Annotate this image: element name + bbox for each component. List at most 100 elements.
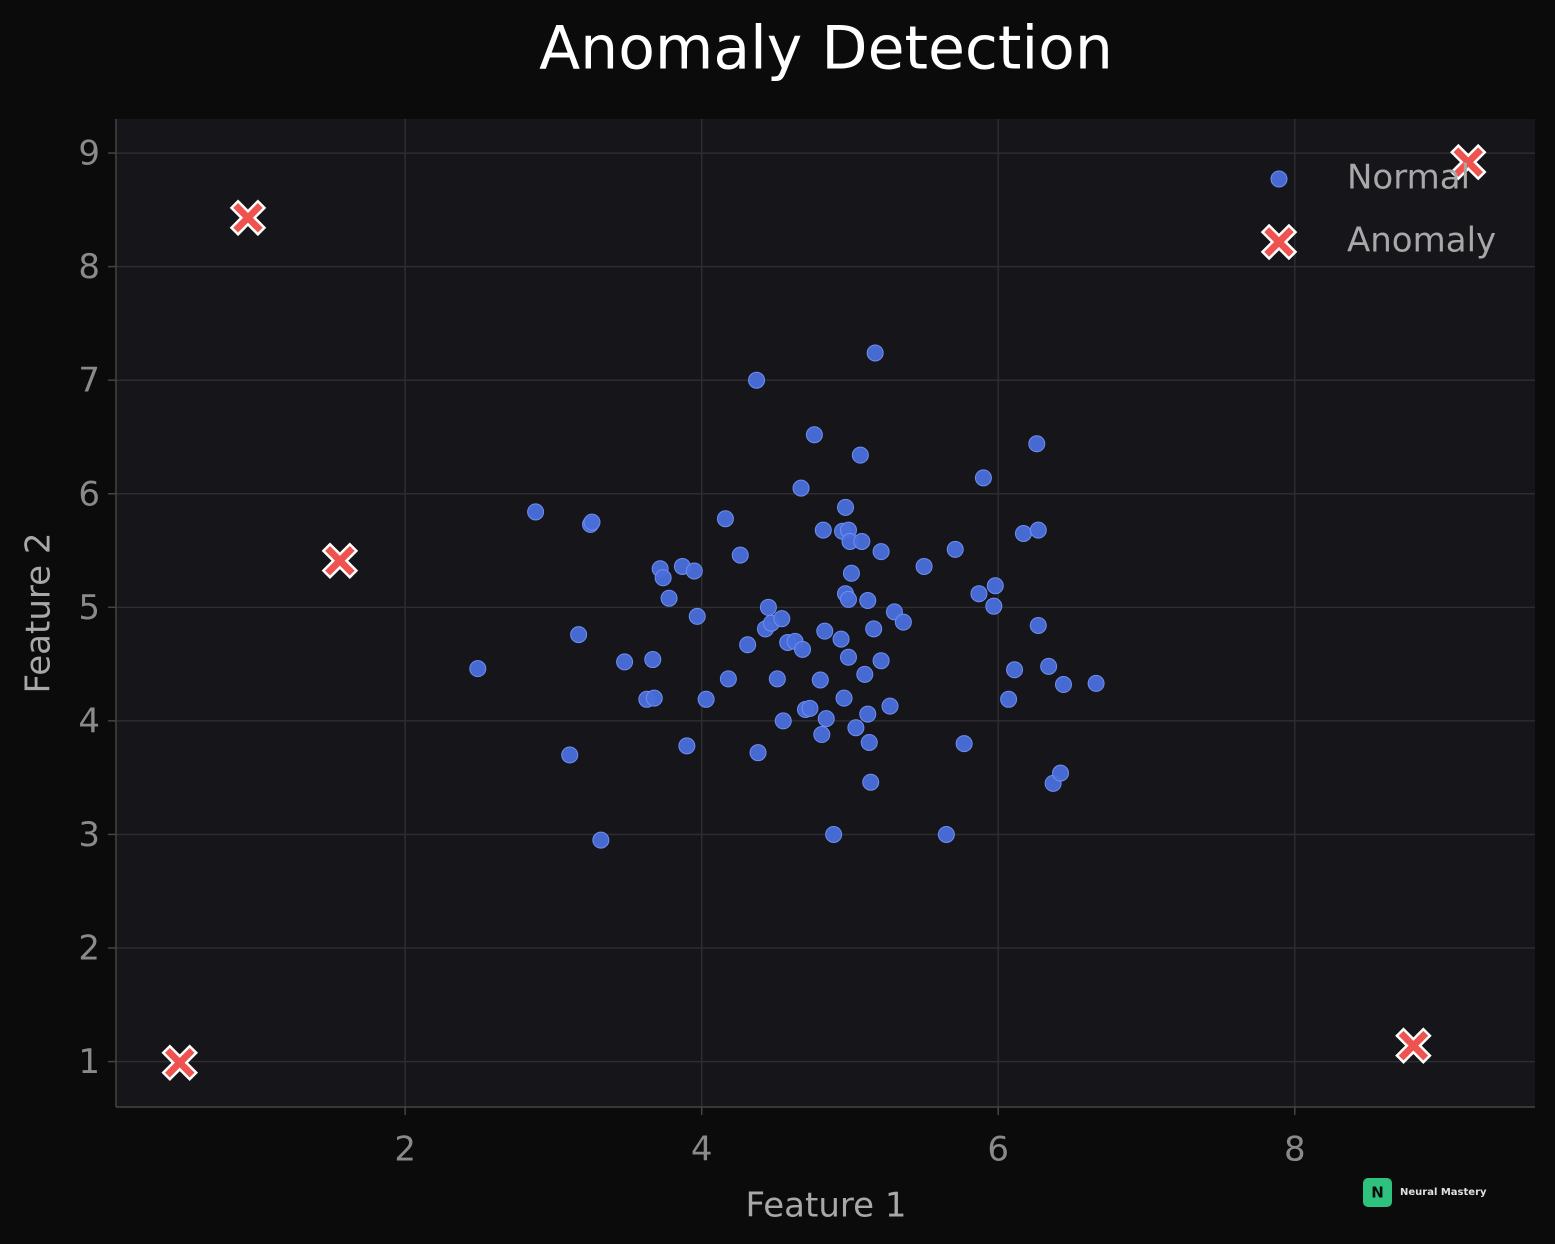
normal-point: [749, 744, 767, 762]
anomaly-point: [1450, 143, 1487, 181]
normal-point: [583, 513, 601, 531]
normal-point: [654, 569, 672, 587]
x-axis-label: Feature 1: [746, 1186, 907, 1226]
normal-point: [915, 557, 933, 575]
normal-point: [832, 630, 850, 648]
normal-point: [801, 699, 819, 717]
x-tick-label: 4: [691, 1130, 713, 1170]
normal-point: [616, 653, 634, 671]
legend-label: Normal: [1347, 158, 1470, 198]
y-tick-label: 4: [78, 701, 100, 741]
y-tick-label: 9: [78, 134, 100, 174]
normal-point: [872, 543, 890, 561]
normal-point: [527, 503, 545, 521]
normal-point: [748, 371, 766, 389]
normal-point: [970, 585, 988, 603]
watermark-badge: [1363, 1178, 1392, 1207]
y-tick-label: 8: [78, 247, 100, 287]
normal-point: [716, 510, 734, 528]
legend-label: Anomaly: [1347, 221, 1496, 261]
chart-title: Anomaly Detection: [539, 14, 1113, 84]
normal-point: [839, 648, 857, 666]
normal-point: [853, 532, 871, 550]
normal-point: [813, 726, 831, 744]
normal-point: [768, 670, 786, 688]
normal-point: [881, 697, 899, 715]
normal-point: [835, 689, 853, 707]
normal-point: [1029, 521, 1047, 539]
normal-point: [644, 651, 662, 669]
normal-point: [866, 344, 884, 362]
y-tick-label: 2: [78, 929, 100, 969]
anomaly-point: [229, 199, 267, 237]
normal-point: [817, 710, 835, 728]
normal-point: [660, 589, 678, 607]
normal-point: [774, 712, 792, 730]
normal-point: [561, 746, 579, 764]
normal-point: [985, 597, 1003, 615]
normal-point: [688, 607, 706, 625]
y-tick-label: 1: [78, 1042, 100, 1082]
normal-point: [678, 737, 696, 755]
normal-point: [859, 705, 877, 723]
normal-point: [860, 733, 878, 751]
normal-point: [937, 825, 955, 843]
anomaly-point: [321, 542, 359, 580]
normal-point: [1006, 661, 1024, 679]
legend-marker: [1270, 170, 1288, 188]
anomaly-point: [1395, 1027, 1432, 1064]
normal-point: [805, 426, 823, 444]
normal-point: [814, 521, 832, 539]
normal-point: [1014, 525, 1032, 543]
normal-point: [1052, 764, 1070, 782]
normal-point: [1054, 676, 1072, 694]
x-tick-label: 6: [987, 1130, 1009, 1170]
normal-point: [592, 831, 610, 849]
y-tick-label: 5: [78, 588, 100, 628]
normal-point: [1028, 435, 1046, 453]
normal-point: [847, 719, 865, 737]
legend-marker: [1260, 223, 1298, 261]
normal-point: [1087, 674, 1105, 692]
normal-point: [955, 735, 973, 753]
normal-point: [570, 626, 588, 644]
y-tick-label: 3: [78, 815, 100, 855]
normal-point: [773, 610, 791, 628]
normal-point: [469, 660, 487, 678]
normal-point: [946, 540, 964, 558]
normal-point: [986, 577, 1004, 595]
normal-point: [851, 446, 869, 464]
x-tick-label: 2: [394, 1130, 416, 1170]
normal-point: [1040, 657, 1058, 675]
normal-point: [697, 690, 715, 708]
normal-point: [865, 620, 883, 638]
normal-point: [842, 564, 860, 582]
y-tick-label: 7: [78, 361, 100, 401]
normal-point: [811, 671, 829, 689]
normal-point: [794, 640, 812, 658]
normal-point: [685, 562, 703, 580]
watermark-text: Neural Mastery: [1400, 1187, 1487, 1198]
normal-point: [1000, 690, 1018, 708]
y-axis-label: Feature 2: [19, 533, 59, 694]
normal-point: [862, 773, 880, 791]
normal-point: [839, 590, 857, 608]
watermark-badge-text: N: [1371, 1184, 1384, 1202]
normal-point: [825, 825, 843, 843]
normal-point: [859, 592, 877, 610]
x-tick-label: 8: [1284, 1130, 1306, 1170]
y-tick-label: 6: [78, 474, 100, 514]
normal-point: [856, 665, 874, 683]
anomaly-point: [161, 1044, 199, 1081]
normal-point: [894, 613, 912, 631]
normal-point: [759, 598, 777, 616]
normal-point: [1029, 616, 1047, 634]
normal-point: [872, 652, 890, 670]
normal-point: [974, 469, 992, 487]
normal-point: [837, 498, 855, 516]
normal-point: [816, 622, 834, 640]
normal-point: [645, 689, 663, 707]
normal-point: [731, 546, 749, 564]
normal-point: [739, 636, 757, 654]
